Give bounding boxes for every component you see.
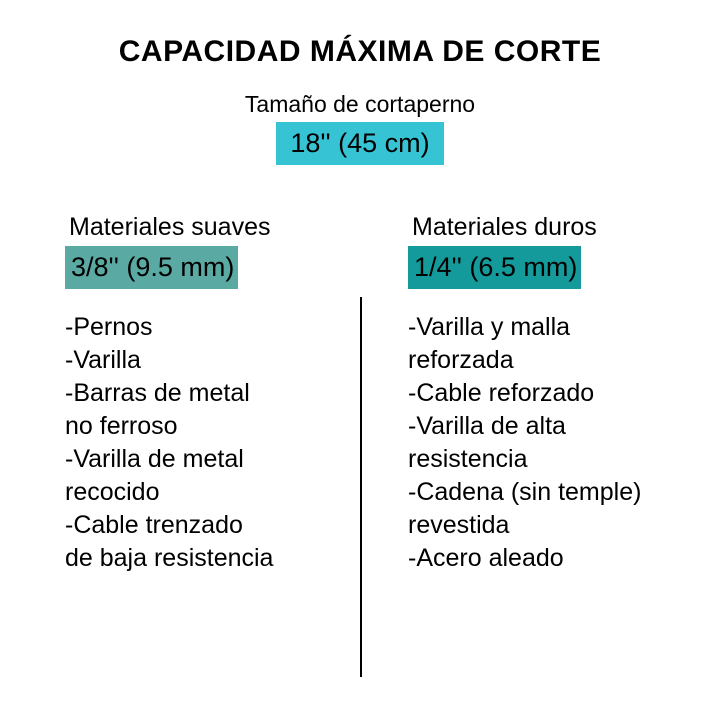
right-column: Materiales duros 1/4'' (6.5 mm) -Varilla… — [360, 213, 660, 575]
list-item: -Varilla de alta — [408, 410, 655, 443]
right-list: -Varilla y mallareforzada-Cable reforzad… — [408, 311, 655, 575]
list-item: -Varilla y malla — [408, 311, 655, 344]
list-item: -Cable reforzado — [408, 377, 655, 410]
left-list: -Pernos-Varilla-Barras de metalno ferros… — [65, 311, 330, 575]
right-capacity-badge: 1/4'' (6.5 mm) — [408, 246, 581, 289]
main-title: CAPACIDAD MÁXIMA DE CORTE — [60, 35, 660, 69]
list-item: -Varilla — [65, 344, 330, 377]
left-capacity-badge: 3/8'' (9.5 mm) — [65, 246, 238, 289]
columns: Materiales suaves 3/8'' (9.5 mm) -Pernos… — [60, 213, 660, 575]
left-column: Materiales suaves 3/8'' (9.5 mm) -Pernos… — [60, 213, 360, 575]
list-item: -Barras de metal — [65, 377, 330, 410]
right-heading: Materiales duros — [408, 213, 655, 242]
left-heading: Materiales suaves — [65, 213, 330, 242]
size-badge: 18'' (45 cm) — [276, 122, 443, 165]
list-item: reforzada — [408, 344, 655, 377]
size-wrap: 18'' (45 cm) — [60, 122, 660, 165]
list-item: -Varilla de metal — [65, 443, 330, 476]
list-item: de baja resistencia — [65, 542, 330, 575]
list-item: resistencia — [408, 443, 655, 476]
list-item: recocido — [65, 476, 330, 509]
list-item: -Acero aleado — [408, 542, 655, 575]
list-item: -Cadena (sin temple) — [408, 476, 655, 509]
list-item: -Cable trenzado — [65, 509, 330, 542]
list-item: revestida — [408, 509, 655, 542]
list-item: no ferroso — [65, 410, 330, 443]
divider — [360, 297, 362, 677]
list-item: -Pernos — [65, 311, 330, 344]
size-label: Tamaño de cortaperno — [60, 91, 660, 118]
